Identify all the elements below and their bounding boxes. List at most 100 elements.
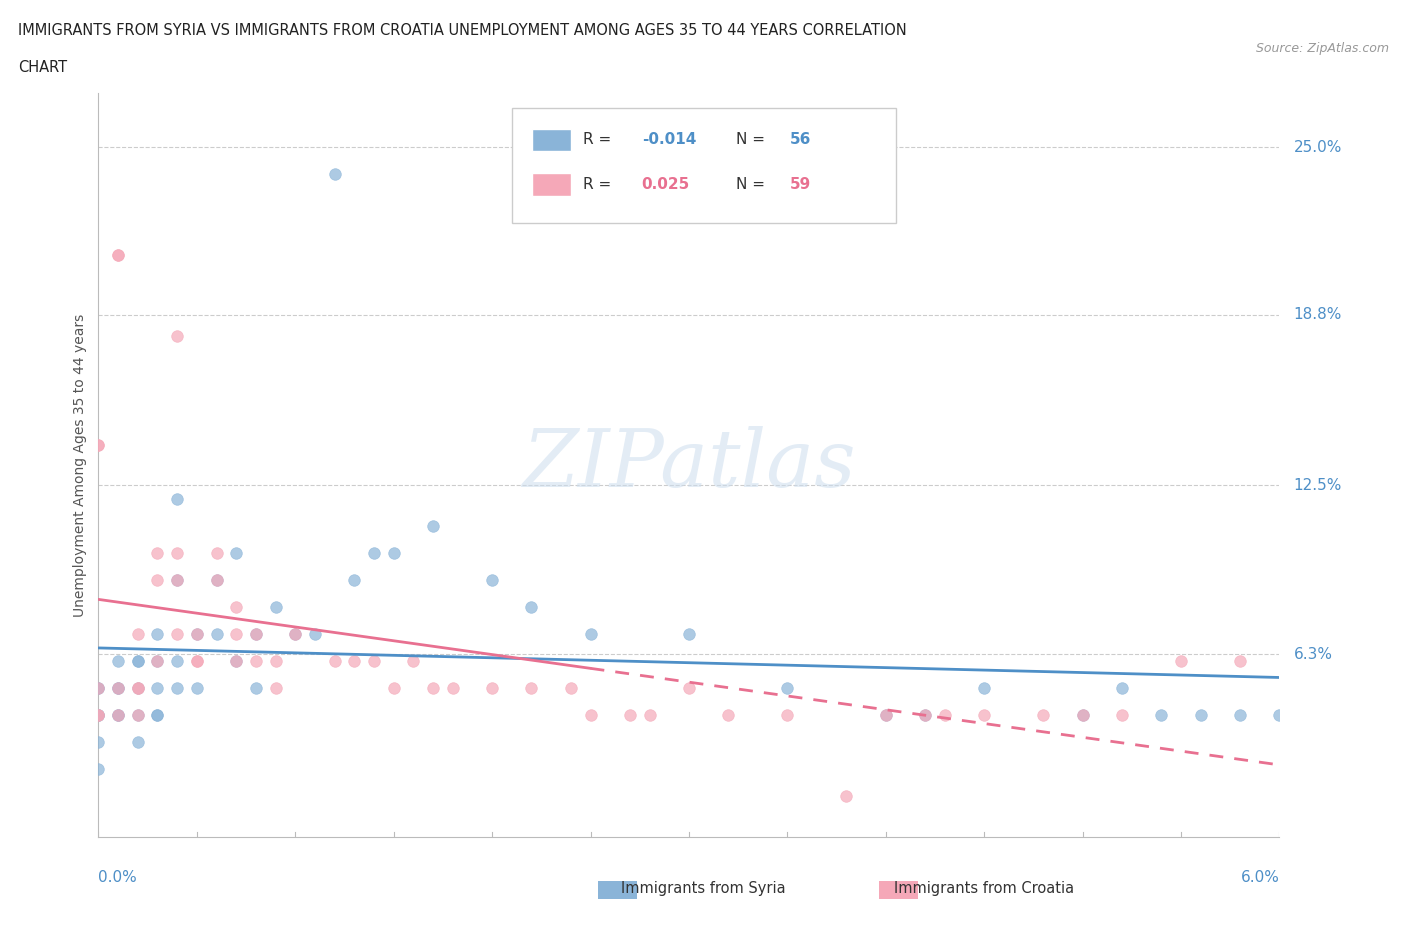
Point xyxy=(127,681,149,696)
Point xyxy=(166,546,188,561)
Point xyxy=(382,546,405,561)
Point xyxy=(127,708,149,723)
Point xyxy=(1150,708,1173,723)
Point xyxy=(166,654,188,669)
Text: ZIPatlas: ZIPatlas xyxy=(522,426,856,504)
Point xyxy=(245,681,267,696)
Point xyxy=(343,654,366,669)
Text: Immigrants from Syria: Immigrants from Syria xyxy=(620,881,786,896)
Point xyxy=(225,654,247,669)
Point xyxy=(717,708,740,723)
Point xyxy=(520,681,543,696)
Point xyxy=(146,708,169,723)
Point xyxy=(875,708,897,723)
Point xyxy=(579,627,602,642)
Point xyxy=(382,681,405,696)
Point xyxy=(186,627,208,642)
Y-axis label: Unemployment Among Ages 35 to 44 years: Unemployment Among Ages 35 to 44 years xyxy=(73,313,87,617)
Point xyxy=(127,627,149,642)
Point xyxy=(205,546,228,561)
Point xyxy=(560,681,582,696)
Point xyxy=(87,437,110,452)
Point xyxy=(579,708,602,723)
Text: 6.0%: 6.0% xyxy=(1240,870,1279,885)
Point xyxy=(146,654,169,669)
Point xyxy=(87,708,110,723)
Point xyxy=(245,654,267,669)
Point xyxy=(166,491,188,506)
Text: 0.0%: 0.0% xyxy=(98,870,138,885)
Point xyxy=(107,681,129,696)
Point xyxy=(1170,654,1192,669)
Point xyxy=(225,546,247,561)
Point xyxy=(422,681,444,696)
Point xyxy=(225,600,247,615)
Point xyxy=(323,654,346,669)
Point xyxy=(835,789,858,804)
Point xyxy=(264,654,287,669)
FancyBboxPatch shape xyxy=(512,108,896,223)
Point xyxy=(87,762,110,777)
Text: -0.014: -0.014 xyxy=(641,132,696,147)
Point xyxy=(87,708,110,723)
Point xyxy=(481,573,503,588)
FancyBboxPatch shape xyxy=(531,173,571,195)
Text: 18.8%: 18.8% xyxy=(1294,307,1341,323)
Point xyxy=(186,627,208,642)
Point xyxy=(87,681,110,696)
Point xyxy=(284,627,307,642)
Point xyxy=(973,681,995,696)
Point xyxy=(343,573,366,588)
Point xyxy=(363,546,385,561)
Point xyxy=(107,681,129,696)
Point xyxy=(87,681,110,696)
Point xyxy=(205,627,228,642)
Point xyxy=(363,654,385,669)
Point xyxy=(87,437,110,452)
Point xyxy=(245,627,267,642)
Text: Source: ZipAtlas.com: Source: ZipAtlas.com xyxy=(1256,42,1389,55)
Point xyxy=(225,627,247,642)
Point xyxy=(166,573,188,588)
FancyBboxPatch shape xyxy=(531,128,571,151)
Point xyxy=(619,708,641,723)
Point xyxy=(245,627,267,642)
Point xyxy=(520,600,543,615)
Point xyxy=(776,708,799,723)
Point xyxy=(264,600,287,615)
Text: IMMIGRANTS FROM SYRIA VS IMMIGRANTS FROM CROATIA UNEMPLOYMENT AMONG AGES 35 TO 4: IMMIGRANTS FROM SYRIA VS IMMIGRANTS FROM… xyxy=(18,23,907,38)
Point xyxy=(1071,708,1094,723)
Point xyxy=(1268,708,1291,723)
Point xyxy=(1071,708,1094,723)
Point xyxy=(1229,654,1251,669)
Point xyxy=(87,708,110,723)
Text: CHART: CHART xyxy=(18,60,67,75)
Point xyxy=(304,627,326,642)
Point xyxy=(146,708,169,723)
Point xyxy=(107,654,129,669)
Point xyxy=(1111,681,1133,696)
Point xyxy=(166,627,188,642)
Point xyxy=(107,708,129,723)
Point xyxy=(323,166,346,181)
Point xyxy=(186,654,208,669)
Point xyxy=(225,654,247,669)
Text: R =: R = xyxy=(582,177,610,192)
Point xyxy=(107,248,129,263)
Point xyxy=(205,573,228,588)
Point xyxy=(127,654,149,669)
Point xyxy=(934,708,956,723)
Text: 12.5%: 12.5% xyxy=(1294,478,1341,493)
Point xyxy=(914,708,936,723)
Point xyxy=(87,708,110,723)
Point xyxy=(166,681,188,696)
Point xyxy=(638,708,661,723)
Point xyxy=(264,681,287,696)
Point xyxy=(481,681,503,696)
Point xyxy=(107,708,129,723)
Point xyxy=(107,248,129,263)
Text: N =: N = xyxy=(737,177,765,192)
Point xyxy=(146,654,169,669)
Point xyxy=(973,708,995,723)
Point xyxy=(87,708,110,723)
